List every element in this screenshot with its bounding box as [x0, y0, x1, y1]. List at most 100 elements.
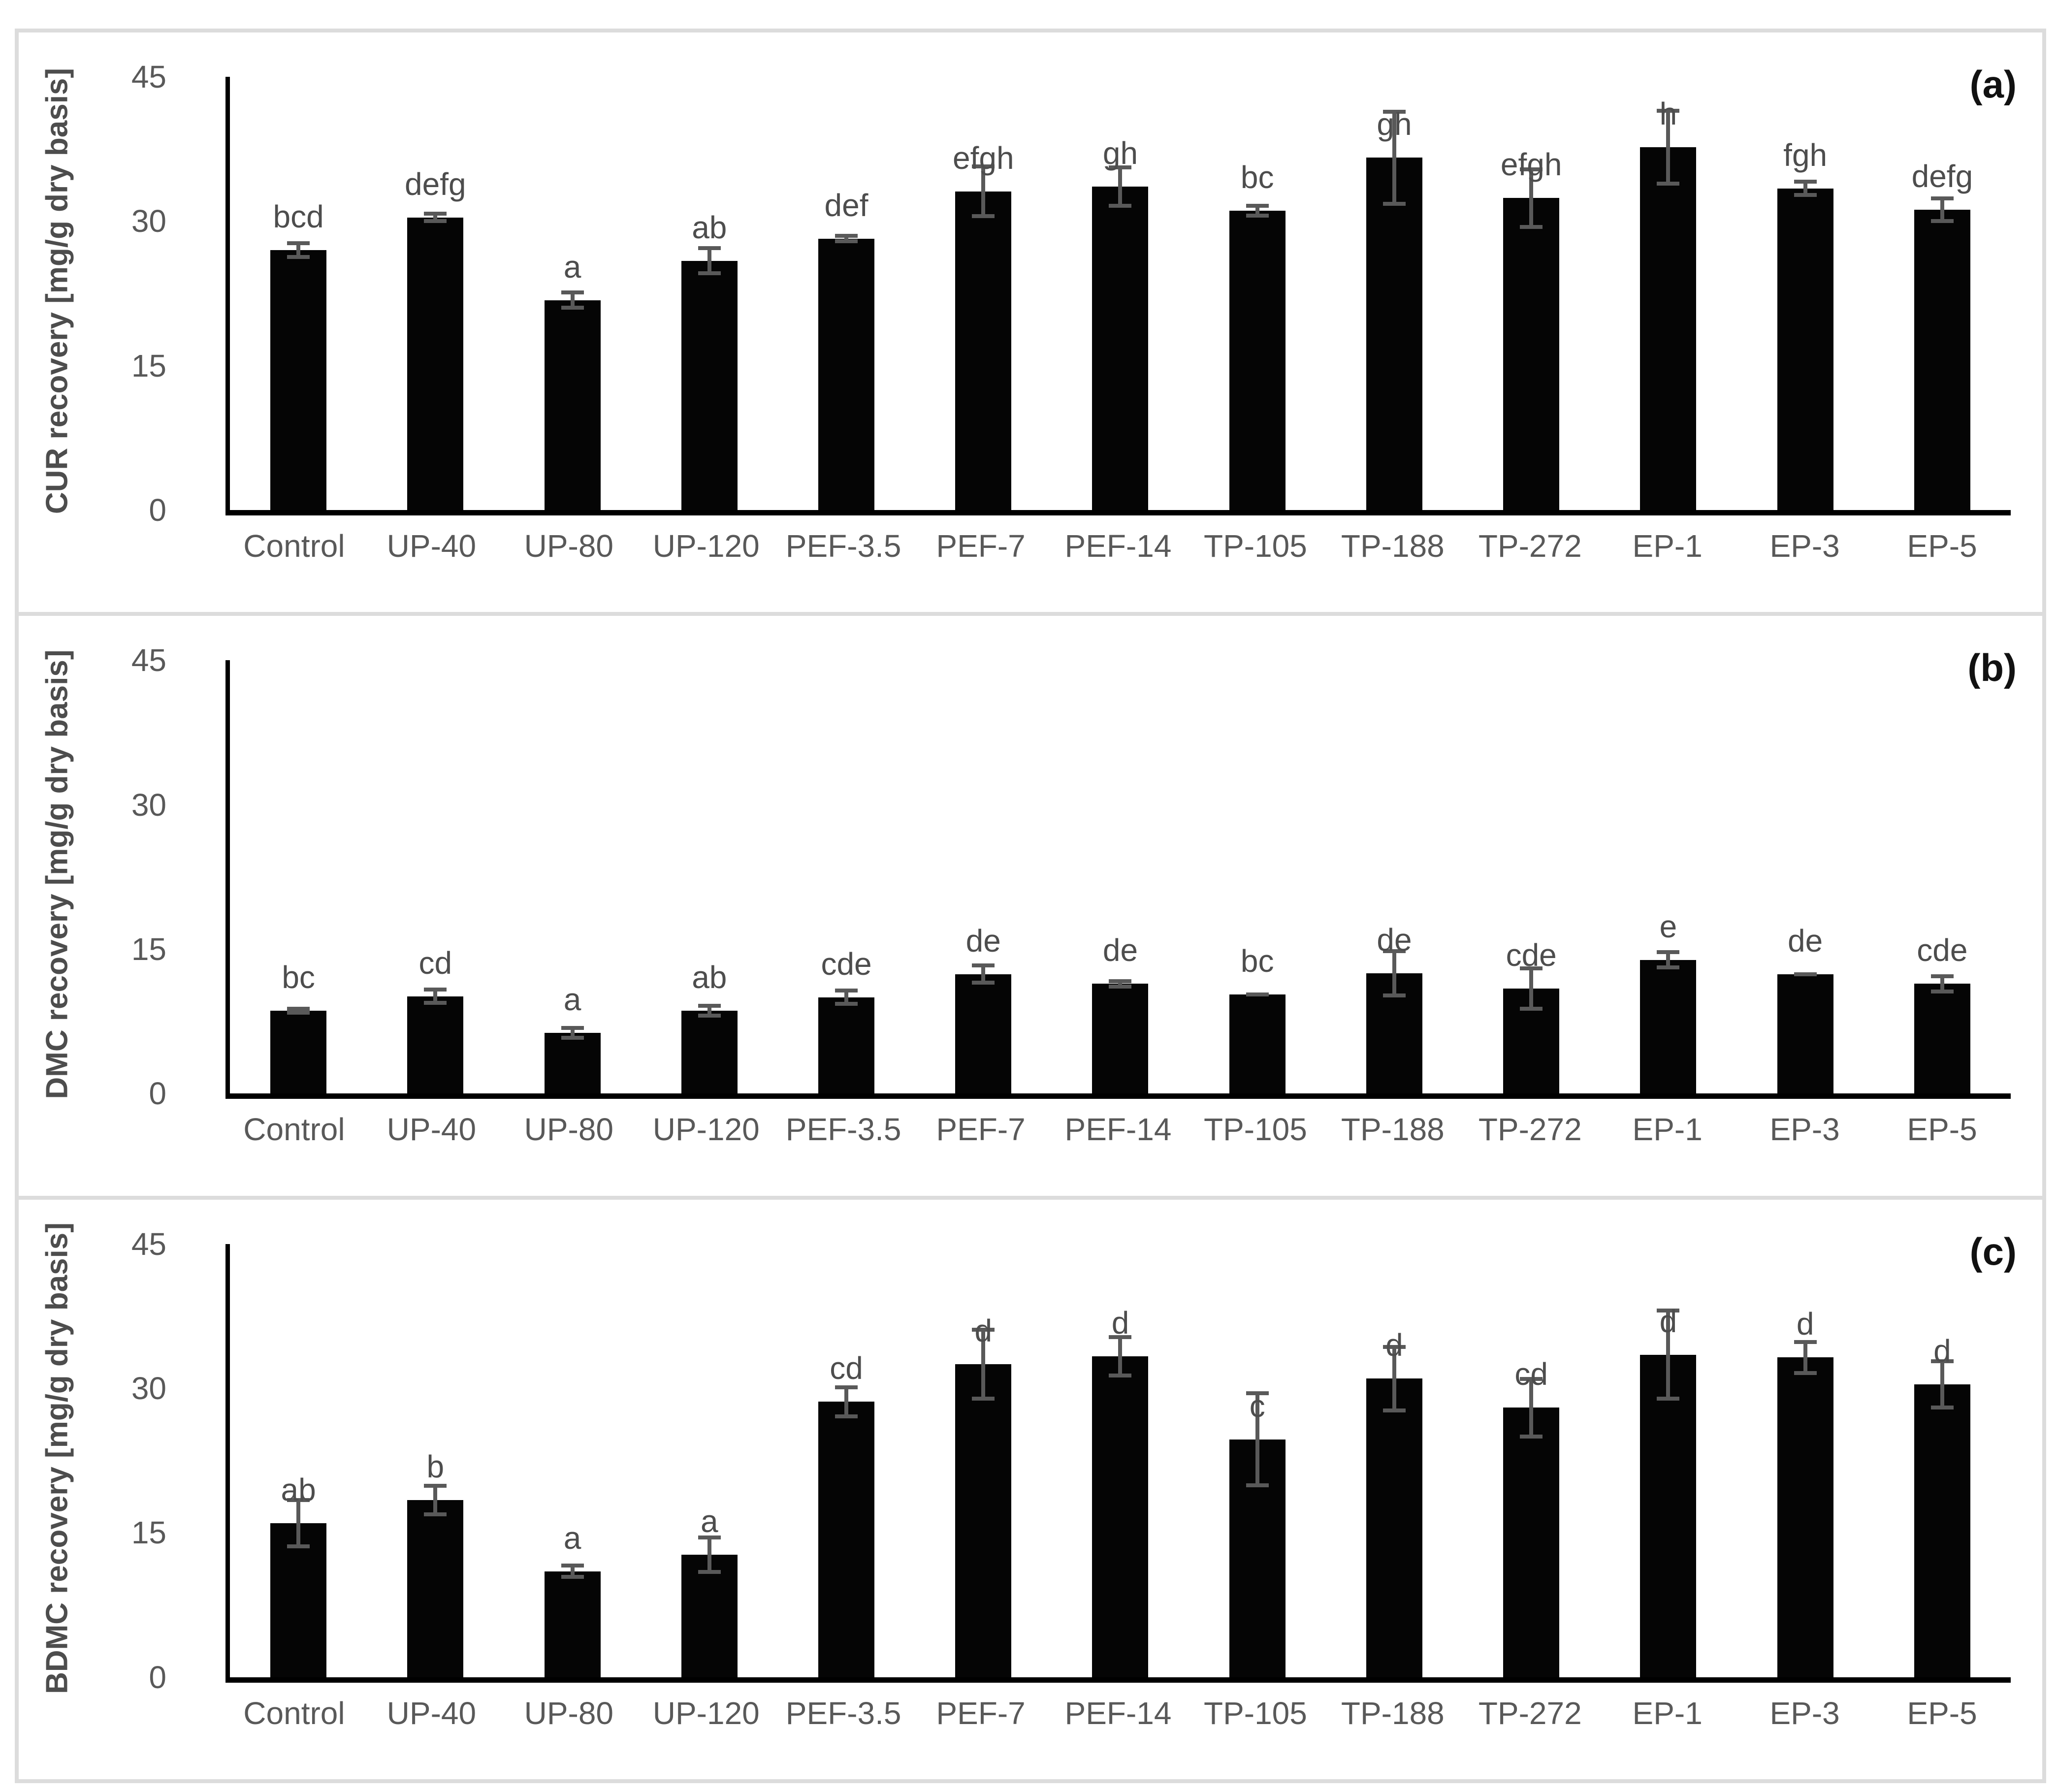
- error-bar-cap-top: [1109, 165, 1132, 169]
- error-bar: [296, 1498, 301, 1548]
- error-bar: [844, 989, 849, 1006]
- y-tick-label: 0: [149, 1076, 166, 1112]
- x-tick-label: TP-105: [1203, 1695, 1307, 1731]
- x-tick-label: EP-1: [1632, 528, 1703, 564]
- bar: [270, 1523, 327, 1677]
- error-bar-cap-top: [972, 1327, 995, 1332]
- error-bar: [1118, 1335, 1123, 1378]
- bar-slot: defg: [367, 77, 504, 510]
- x-tick-label: UP-40: [386, 1695, 477, 1731]
- x-tick-label: UP-120: [652, 1695, 760, 1731]
- x-tick-label: UP-80: [524, 1112, 613, 1148]
- bar-slot: a: [504, 77, 641, 510]
- error-bar-cap-bottom: [1657, 1397, 1680, 1401]
- significance-label: cd: [830, 1350, 863, 1386]
- x-tick-label: TP-188: [1341, 1695, 1445, 1731]
- error-bar: [433, 988, 438, 1005]
- error-bar-cap-top: [698, 1536, 721, 1540]
- bar: [1229, 210, 1286, 510]
- x-tick-label: TP-105: [1203, 1112, 1307, 1148]
- significance-label: cd: [1514, 1356, 1548, 1392]
- error-bar-cap-bottom: [1382, 993, 1406, 997]
- bar: [1777, 1357, 1833, 1677]
- bar-slot: cd: [367, 660, 504, 1094]
- error-bar: [433, 1483, 438, 1517]
- bar: [1092, 186, 1149, 510]
- bar-slot: d: [1874, 1244, 2011, 1677]
- bar: [407, 1500, 464, 1677]
- bar: [681, 1011, 738, 1094]
- bar-slot: cd: [1463, 1244, 1600, 1677]
- bar: [1366, 158, 1422, 510]
- x-tick-label: Control: [243, 1695, 345, 1731]
- error-bar: [1666, 108, 1671, 186]
- panel-b: DMC recovery [mg/g dry basis] (b) 0 15 30 4…: [19, 612, 2042, 1196]
- significance-label: de: [1788, 923, 1823, 959]
- y-tick-label: 15: [131, 931, 166, 967]
- error-bar-cap-top: [287, 241, 310, 246]
- bar-slot: bc: [1189, 77, 1326, 510]
- bar-slot: de: [1326, 660, 1463, 1094]
- bar: [1914, 984, 1970, 1094]
- error-bar-cap-bottom: [1109, 1374, 1132, 1378]
- y-tick-label: 30: [131, 203, 166, 239]
- error-bar: [1940, 1359, 1944, 1410]
- y-axis-ticks: 0 15 30 45: [19, 1228, 196, 1693]
- bar-slot: d: [1326, 1244, 1463, 1677]
- bar-slot: b: [367, 1244, 504, 1677]
- error-bar-cap-bottom: [1382, 1408, 1406, 1412]
- x-tick-label: PEF-7: [936, 1112, 1026, 1148]
- bar: [1229, 994, 1286, 1094]
- bar: [955, 1364, 1012, 1677]
- x-tick-label: UP-80: [524, 1695, 613, 1731]
- error-bar-cap-bottom: [1246, 992, 1269, 996]
- error-bar: [1940, 974, 1944, 993]
- error-bar-cap-top: [1930, 1359, 1954, 1364]
- bar-slot: bcd: [230, 77, 367, 510]
- error-bar-cap-bottom: [972, 1397, 995, 1401]
- error-bar: [1666, 1308, 1671, 1401]
- x-tick-label: EP-1: [1632, 1112, 1703, 1148]
- bar: [407, 996, 464, 1094]
- significance-label: d: [1796, 1306, 1814, 1342]
- x-axis-labels: Control UP-40 UP-80 UP-120 PEF-3.5 PEF-7 PEF-1…: [225, 1695, 2011, 1734]
- bar-slot: e: [1600, 660, 1736, 1094]
- significance-label: d: [1385, 1327, 1403, 1363]
- error-bar-cap-top: [1930, 196, 1954, 200]
- significance-label: bc: [1240, 159, 1274, 195]
- error-bar-cap-bottom: [1382, 202, 1406, 206]
- bar: [1092, 984, 1149, 1094]
- error-bar-cap-top: [1246, 1391, 1269, 1395]
- bar: [407, 217, 464, 510]
- error-bar-cap-top: [424, 1483, 447, 1488]
- y-tick-label: 45: [131, 642, 166, 678]
- bar: [681, 260, 738, 510]
- error-bar-cap-top: [1520, 966, 1543, 971]
- error-bar-cap-top: [561, 1563, 584, 1568]
- error-bar-cap-bottom: [972, 981, 995, 985]
- error-bar-cap-bottom: [1930, 1406, 1954, 1410]
- significance-label: gh: [1377, 106, 1412, 142]
- significance-label: bc: [282, 960, 315, 995]
- error-bar-cap-top: [1109, 1335, 1132, 1340]
- bar-slot: a: [504, 660, 641, 1094]
- error-bar-cap-bottom: [1794, 193, 1817, 197]
- x-tick-label: PEF-3.5: [785, 528, 901, 564]
- significance-label: d: [1111, 1305, 1129, 1341]
- x-tick-label: TP-188: [1341, 528, 1445, 564]
- x-tick-label: PEF-14: [1064, 1112, 1172, 1148]
- error-bar: [1255, 1391, 1259, 1488]
- error-bar: [1803, 180, 1807, 197]
- error-bar-cap-bottom: [835, 239, 858, 244]
- y-axis-ticks: 0 15 30 45: [19, 61, 196, 526]
- error-bar-cap-bottom: [1657, 965, 1680, 970]
- error-bar: [1529, 1376, 1534, 1439]
- error-bar-cap-bottom: [287, 1544, 310, 1548]
- error-bar-cap-top: [972, 164, 995, 168]
- x-tick-label: Control: [243, 1112, 345, 1148]
- error-bar: [1940, 196, 1944, 224]
- significance-label: de: [1377, 922, 1412, 958]
- error-bar-cap-top: [561, 290, 584, 295]
- error-bar: [1255, 204, 1259, 218]
